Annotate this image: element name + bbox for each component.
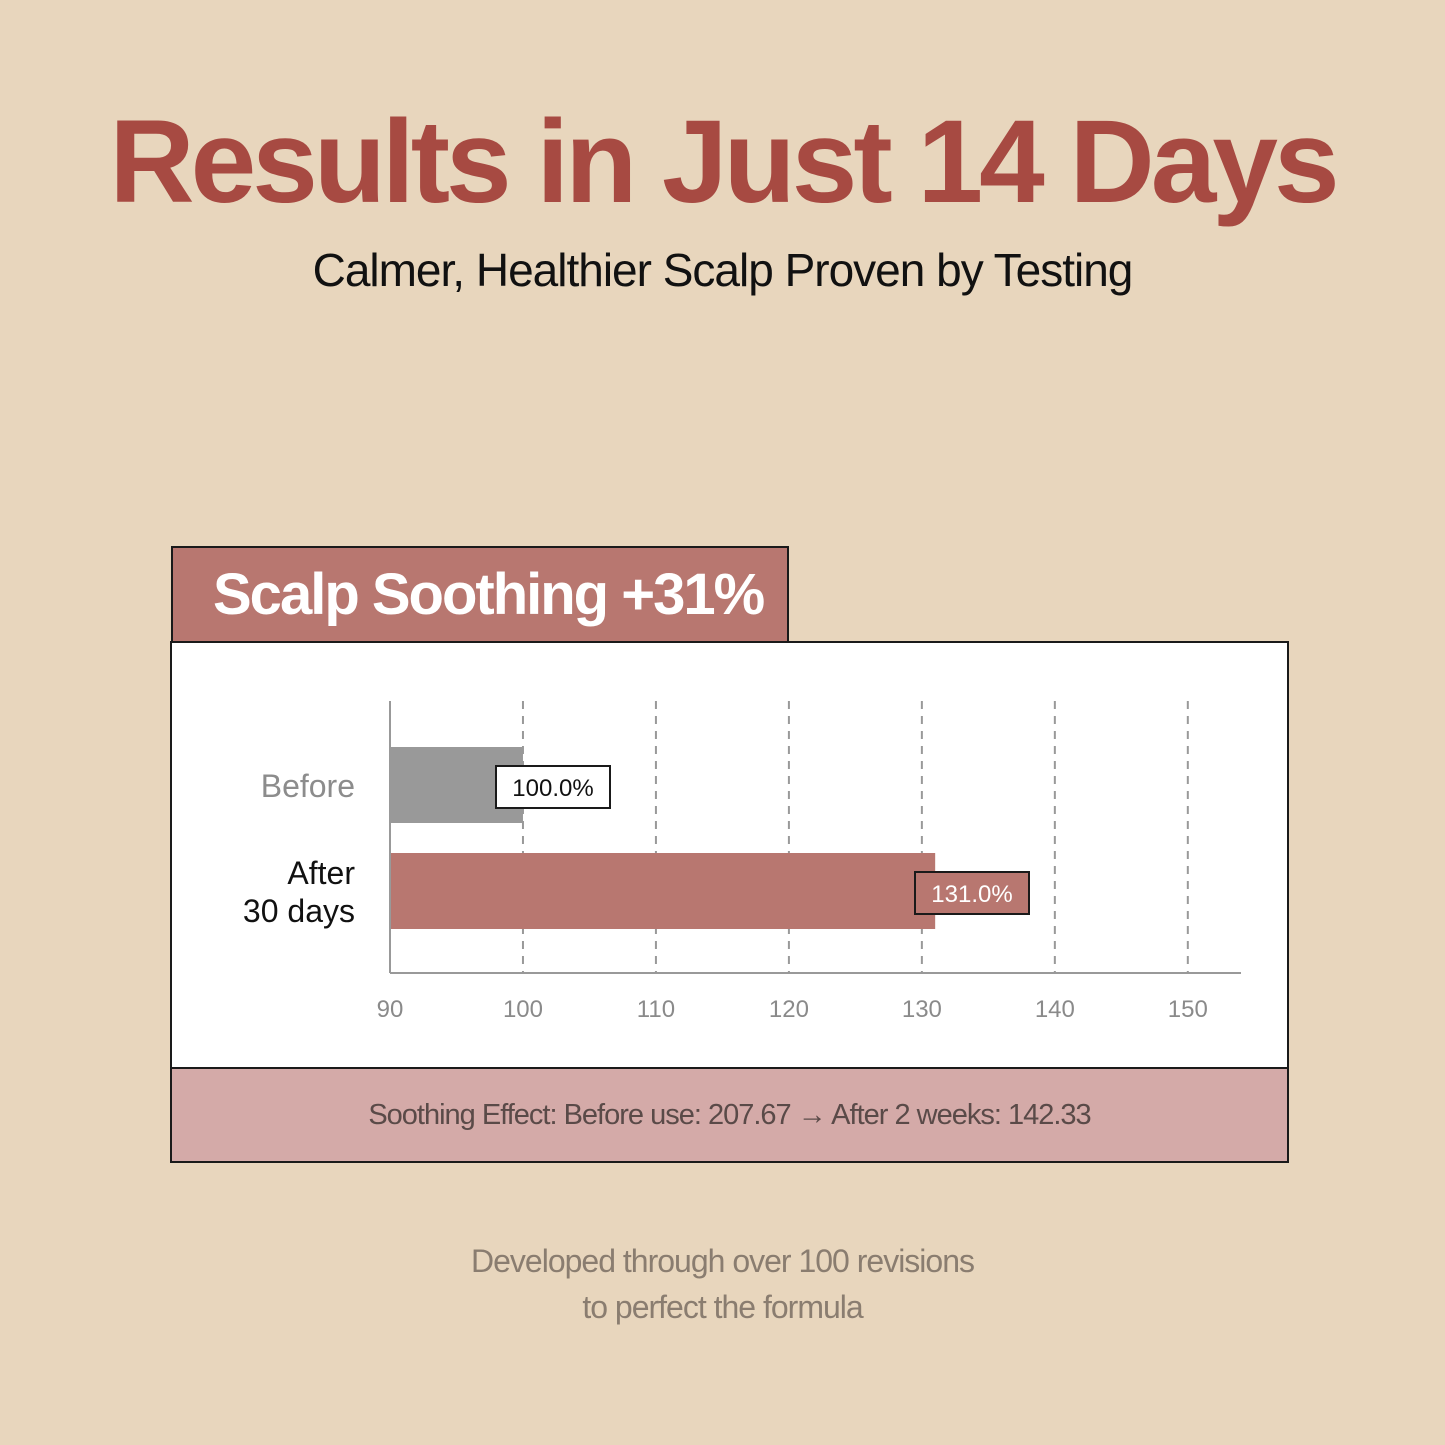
x-tick-label-150: 150 — [1168, 996, 1208, 1023]
soothing-effect-text: Soothing Effect: Before use: 207.67 → Af… — [368, 1099, 1091, 1131]
category-label-0-0: Before — [261, 768, 355, 804]
chart-title: Scalp Soothing +31% — [213, 562, 765, 627]
x-tick-label-140: 140 — [1035, 996, 1075, 1023]
x-tick-label-110: 110 — [637, 996, 675, 1023]
page-title: Results in Just 14 Days — [109, 96, 1339, 228]
soothing-effect-caption: Soothing Effect: Before use: 207.67 → Af… — [170, 1067, 1289, 1163]
chart-panel: 90 100 110 120 130 140 150 Before After 30 days 10… — [170, 641, 1289, 1069]
note-line-2: to perfect the formula — [582, 1289, 863, 1325]
x-tick-label-100: 100 — [503, 996, 543, 1023]
x-tick-label-90: 90 — [377, 996, 404, 1023]
category-label-1-1: 30 days — [243, 893, 355, 929]
value-label-1: 131.0% — [931, 881, 1012, 908]
value-label-0: 100.0% — [512, 775, 593, 802]
chart-title-tab: Scalp Soothing +31% — [171, 546, 789, 641]
value-label-box-1 — [914, 871, 1030, 915]
value-label-box-0 — [495, 765, 611, 809]
development-note: Developed through over 100 revisions to … — [0, 1238, 1445, 1330]
category-label-1-0: After — [287, 855, 355, 891]
note-line-1: Developed through over 100 revisions — [471, 1243, 975, 1279]
x-tick-label-120: 120 — [769, 996, 809, 1023]
x-tick-label-130: 130 — [902, 996, 942, 1023]
bar-1 — [390, 853, 936, 929]
page-subtitle: Calmer, Healthier Scalp Proven by Testin… — [312, 244, 1134, 296]
